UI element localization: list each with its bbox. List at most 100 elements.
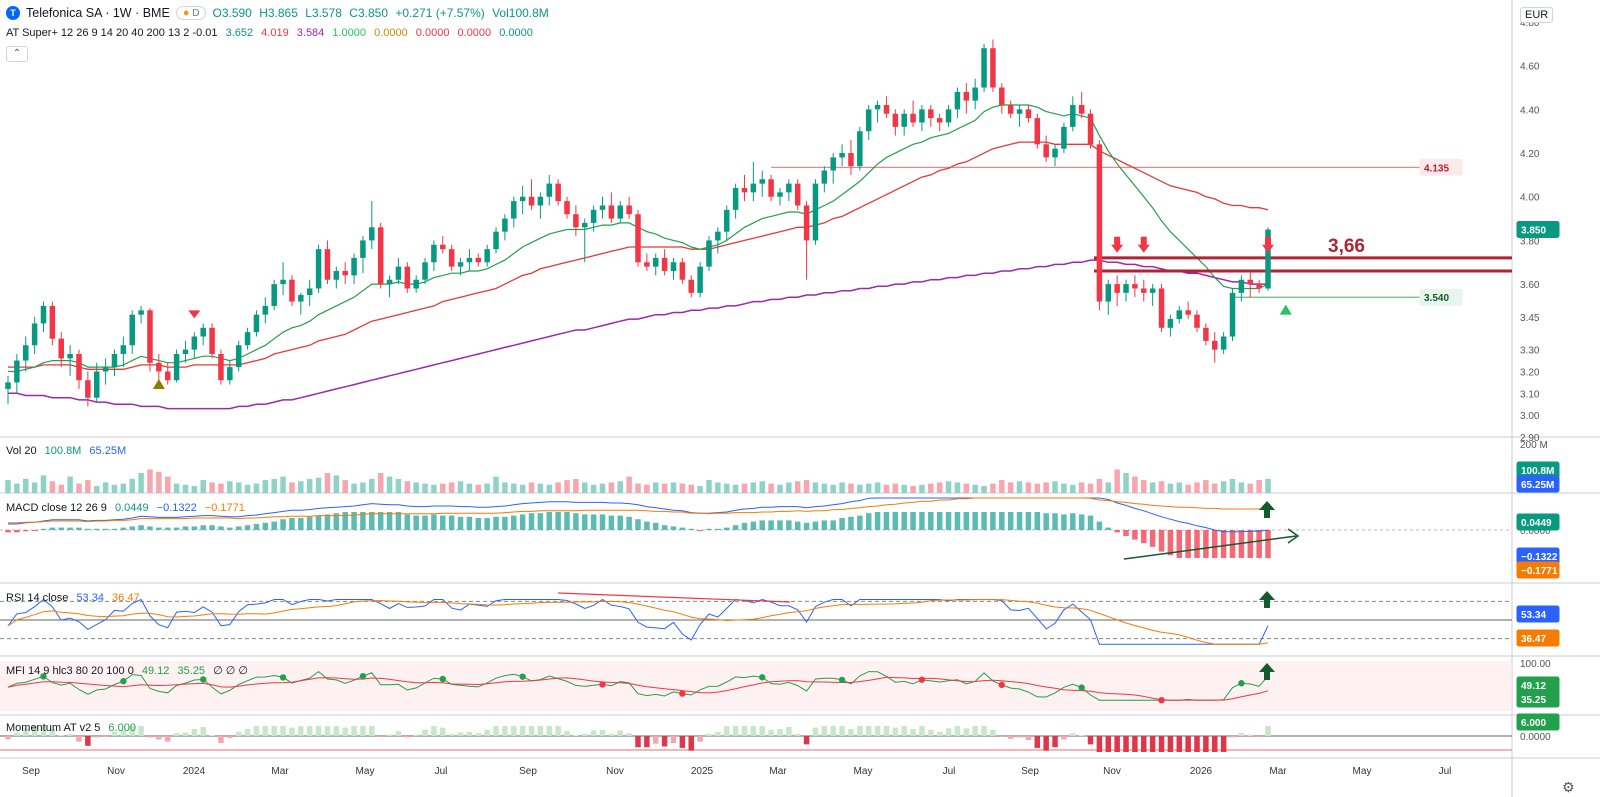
momentum-bar	[999, 736, 1005, 737]
candle-body	[200, 327, 206, 337]
volume-bar	[1149, 482, 1156, 493]
momentum-bar	[298, 726, 304, 736]
candle-body	[5, 382, 11, 389]
x-tick-label: 2026	[1190, 766, 1213, 777]
collapse-legend-button[interactable]: ⌃	[6, 46, 28, 62]
volume-tag-2: 65.25M	[1521, 480, 1554, 491]
candle-body	[972, 87, 978, 101]
macd-histogram-bar	[670, 526, 677, 530]
x-tick-label: 2024	[183, 766, 206, 777]
rsi-divergence-line	[557, 592, 791, 603]
buy-triangle-icon	[1279, 304, 1292, 315]
momentum-bar	[981, 726, 987, 736]
momentum-bar	[901, 726, 907, 736]
candle-body	[874, 105, 881, 110]
volume-bar	[839, 482, 845, 493]
volume-bar	[360, 482, 366, 493]
candle-body	[626, 205, 632, 215]
mfi-cross-dot	[918, 676, 926, 683]
macd-histogram-bar	[626, 516, 632, 530]
momentum-bar	[582, 733, 588, 736]
volume-bar	[1114, 469, 1120, 493]
macd-histogram-bar	[111, 528, 118, 530]
macd-histogram-bar	[555, 512, 561, 530]
macd-histogram-bar	[590, 514, 597, 530]
momentum-bar	[138, 726, 144, 736]
candle-body	[493, 231, 499, 250]
volume-pane-legend[interactable]: Vol 20 100.8M 65.25M	[6, 445, 131, 457]
candle-body	[892, 113, 899, 127]
momentum-bar	[280, 726, 286, 736]
momentum-bar	[1007, 736, 1014, 739]
volume-bar	[732, 484, 739, 493]
volume-bar	[351, 483, 357, 493]
volume-bar	[564, 480, 570, 493]
momentum-bar	[1087, 736, 1094, 745]
volume-bar	[333, 475, 340, 493]
momentum-bar	[1043, 736, 1049, 751]
momentum-bar	[679, 736, 686, 748]
volume-bar	[1105, 482, 1112, 493]
volume-bar	[413, 482, 419, 493]
volume-bar	[147, 469, 153, 493]
momentum-bar	[475, 733, 482, 736]
macd-histogram-bar	[58, 527, 64, 530]
macd-histogram-bar	[599, 514, 606, 530]
macd-histogram-bar	[1141, 530, 1147, 544]
session-badge[interactable]: ● D	[175, 6, 207, 20]
symbol-title[interactable]: Telefonica SA · 1W · BME	[26, 6, 170, 20]
candle-body	[1220, 336, 1227, 350]
momentum-bar	[706, 733, 712, 736]
volume-bar	[298, 481, 304, 493]
rsi-tag-1-bg	[1516, 605, 1560, 623]
candle-body	[697, 266, 703, 293]
momentum-bar	[76, 736, 82, 742]
momentum-bar	[413, 734, 419, 736]
macd-axis-label: 0.0000	[1520, 526, 1551, 537]
candle-body	[564, 201, 570, 215]
volume-bar	[173, 483, 180, 493]
macd-histogram-bar	[537, 513, 544, 530]
settings-gear-icon[interactable]: ⚙	[1562, 779, 1575, 795]
momentum-bar	[1158, 736, 1165, 752]
indicator-legend[interactable]: AT Super+ 12 26 9 14 20 40 200 13 2 -0.0…	[6, 27, 538, 39]
momentum-bar	[40, 726, 47, 736]
mfi-cross-dot	[439, 675, 446, 683]
momentum-bar	[31, 726, 38, 736]
momentum-bar	[1070, 733, 1076, 736]
momentum-bar	[262, 726, 269, 736]
macd-histogram-bar	[377, 512, 384, 530]
close-value: C3.850	[349, 6, 388, 20]
volume-bar	[377, 473, 384, 493]
x-tick-label: Mar	[769, 766, 787, 777]
volume-label: Vol 20	[6, 445, 37, 457]
volume-bar	[5, 480, 11, 493]
indicator-value: 3.652	[225, 27, 254, 39]
momentum-bar	[1176, 736, 1183, 752]
macd-histogram-bar	[209, 525, 215, 530]
buy-triangle-icon	[152, 378, 165, 389]
macd-histogram-bar	[244, 525, 251, 530]
candle-body	[235, 345, 242, 368]
momentum-bar	[777, 729, 783, 736]
momentum-bar	[830, 726, 836, 736]
candle-body	[227, 367, 233, 381]
mfi-pane-legend[interactable]: MFI 14 9 hlc3 80 20 100 0 49.12 35.25 ∅ …	[6, 664, 253, 677]
last-price-tag-bg	[1516, 221, 1560, 238]
candle-body	[1158, 288, 1165, 328]
volume-bar	[999, 480, 1005, 493]
rsi-pane-legend[interactable]: RSI 14 close 53.34 36.47	[6, 592, 145, 604]
candle-body	[1229, 292, 1236, 337]
currency-selector[interactable]: EUR	[1520, 7, 1554, 23]
candle-body	[93, 371, 100, 398]
momentum-bar	[635, 736, 641, 748]
volume-bar	[49, 481, 56, 493]
candle-body	[67, 354, 73, 359]
momentum-bar	[661, 736, 668, 747]
volume-bar	[395, 478, 402, 493]
macd-pane-legend[interactable]: MACD close 12 26 9 0.0449 −0.1322 −0.177…	[6, 502, 250, 514]
momentum-pane-legend[interactable]: Momentum AT v2 5 6.000	[6, 722, 141, 734]
candle-body	[919, 109, 925, 123]
candle-body	[1212, 340, 1218, 350]
